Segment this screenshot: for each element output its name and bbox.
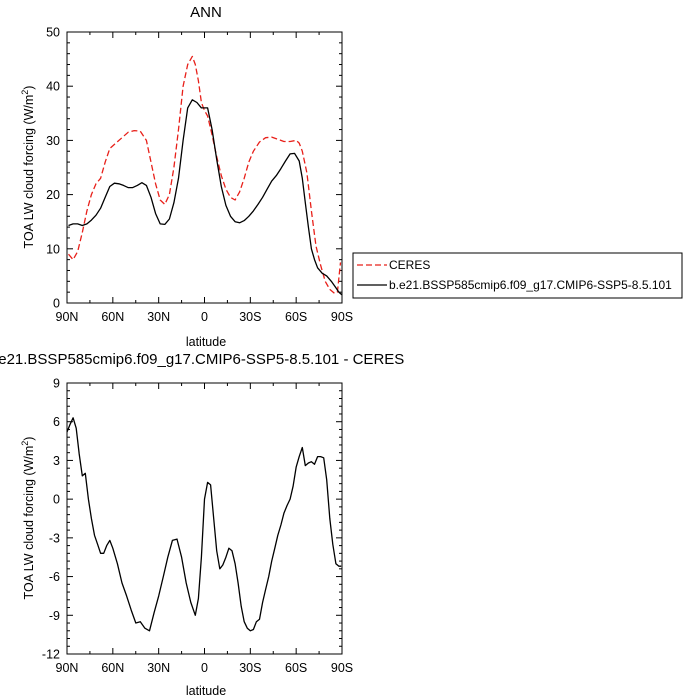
x-tick-label: 30S xyxy=(239,310,261,324)
legend: CERES b.e21.BSSP585cmip6.f09_g17.CMIP6-S… xyxy=(352,252,683,299)
bottom-axes: 90N 60N 30N 0 30S 60S 90S -12 -9 -6 -3 0 3 6 9 xyxy=(42,377,353,676)
y-tick-label: 9 xyxy=(53,377,60,391)
legend-box xyxy=(352,252,683,299)
x-tick-label: 0 xyxy=(201,310,208,324)
x-tick-label: 90N xyxy=(56,661,79,675)
y-tick-label: -6 xyxy=(49,570,60,584)
series-line-1 xyxy=(66,417,342,632)
bottom-y-axis-label: TOA LW cloud forcing (W/m2) xyxy=(20,437,36,600)
legend-model-label: b.e21.BSSP585cmip6.f09_g17.CMIP6-SSP5-8.… xyxy=(389,278,672,292)
y-tick-label: 50 xyxy=(46,26,60,40)
top-y-axis-label: TOA LW cloud forcing (W/m2) xyxy=(20,86,36,249)
y-tick-label: 40 xyxy=(46,80,60,94)
top-panel: ANN 90N 60N 30N 0 30S 60S 90S 0 10 20 30 40 50 latit… xyxy=(20,4,353,349)
bottom-plot-frame xyxy=(66,382,343,655)
x-tick-label: 60N xyxy=(101,661,124,675)
y-tick-label: -9 xyxy=(49,609,60,623)
bottom-x-axis-label: latitude xyxy=(186,684,226,698)
top-axes: 90N 60N 30N 0 30S 60S 90S 0 10 20 30 40 50 xyxy=(46,26,353,325)
y-tick-label: -3 xyxy=(49,531,60,545)
y-tick-label: 30 xyxy=(46,134,60,148)
x-tick-label: 90N xyxy=(56,310,79,324)
series-line-1 xyxy=(68,55,342,294)
x-tick-label: 0 xyxy=(201,661,208,675)
series-line-2 xyxy=(68,99,343,296)
top-panel-title: ANN xyxy=(190,4,222,21)
top-x-axis-label: latitude xyxy=(186,335,226,349)
y-tick-label: 3 xyxy=(53,454,60,468)
x-tick-label: 90S xyxy=(331,661,353,675)
y-tick-label: 6 xyxy=(53,415,60,429)
x-tick-label: 60S xyxy=(285,310,307,324)
y-tick-label: 10 xyxy=(46,242,60,256)
legend-ceres-label: CERES xyxy=(389,258,430,272)
bottom-panel: b.e21.BSSP585cmip6.f09_g17.CMIP6-SSP5-8.… xyxy=(0,351,404,698)
top-plot-frame xyxy=(66,31,343,304)
y-tick-label: 0 xyxy=(53,493,60,507)
x-tick-label: 60N xyxy=(101,310,124,324)
x-tick-label: 30S xyxy=(239,661,261,675)
x-tick-label: 30N xyxy=(147,310,170,324)
y-tick-label: -12 xyxy=(42,648,60,662)
y-tick-label: 0 xyxy=(53,297,60,311)
top-series-group xyxy=(68,55,343,296)
bottom-series-group xyxy=(66,417,342,632)
x-tick-label: 90S xyxy=(331,310,353,324)
x-tick-label: 30N xyxy=(147,661,170,675)
x-tick-label: 60S xyxy=(285,661,307,675)
y-tick-label: 20 xyxy=(46,188,60,202)
bottom-panel-title: b.e21.BSSP585cmip6.f09_g17.CMIP6-SSP5-8.… xyxy=(0,351,404,368)
